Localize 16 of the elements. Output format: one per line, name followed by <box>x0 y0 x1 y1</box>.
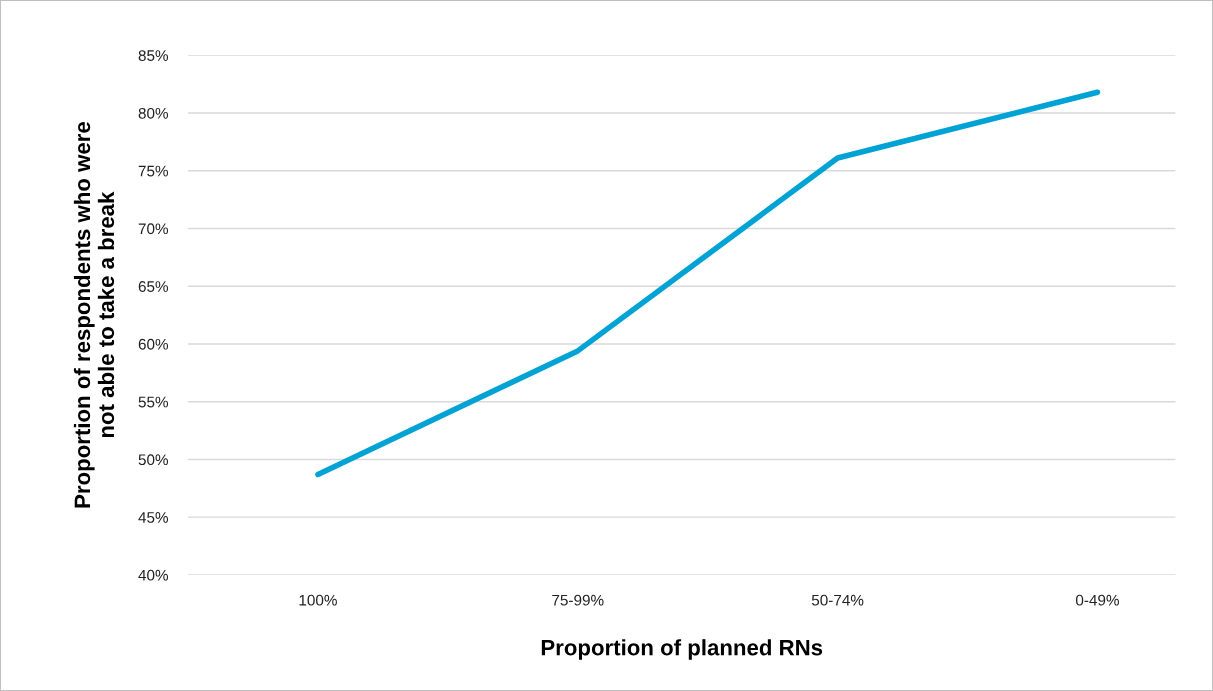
y-tick-label: 80% <box>138 107 169 119</box>
x-tick-label: 0-49% <box>1075 594 1119 606</box>
y-tick-label: 40% <box>138 569 169 581</box>
y-tick-label: 75% <box>138 165 169 177</box>
y-tick-label: 50% <box>138 454 169 466</box>
x-axis-title: Proportion of planned RNs <box>541 639 823 660</box>
x-tick-label: 100% <box>299 594 337 606</box>
x-tick-label: 75-99% <box>552 594 604 606</box>
y-tick-label: 60% <box>138 338 169 350</box>
y-tick-label: 65% <box>138 281 169 292</box>
y-tick-label: 85% <box>138 50 169 61</box>
y-tick-label: 55% <box>138 396 169 408</box>
y-axis-title: Proportion of respondents who were not able to take a break <box>73 122 115 508</box>
y-tick-label: 45% <box>138 512 169 523</box>
y-tick-label: 70% <box>138 223 169 235</box>
x-tick-label: 50-74% <box>811 594 864 606</box>
